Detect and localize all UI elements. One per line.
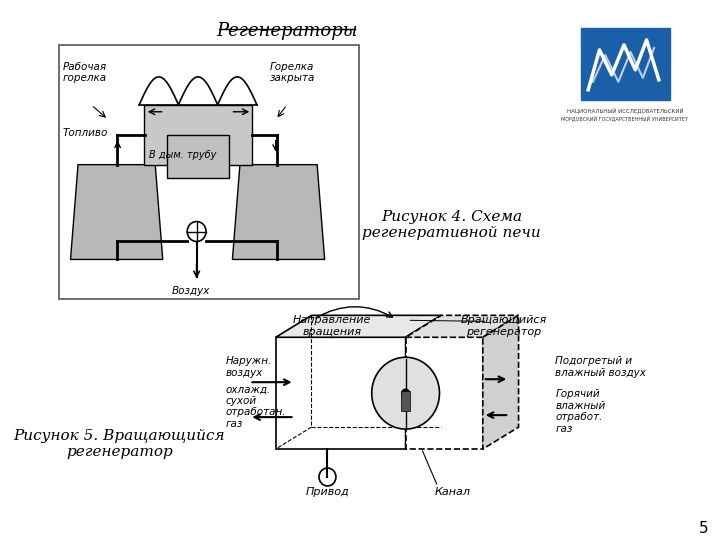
Text: Канал: Канал bbox=[435, 487, 471, 497]
Circle shape bbox=[319, 468, 336, 486]
Polygon shape bbox=[276, 338, 405, 449]
Text: НАЦИОНАЛЬНЫЙ ИССЛЕДОВАТЕЛЬСКИЙ: НАЦИОНАЛЬНЫЙ ИССЛЕДОВАТЕЛЬСКИЙ bbox=[567, 108, 683, 113]
Text: Наружн.
воздух: Наружн. воздух bbox=[226, 356, 272, 378]
Polygon shape bbox=[483, 315, 518, 449]
Bar bbox=[401, 391, 410, 411]
Text: Горелка
закрыта: Горелка закрыта bbox=[270, 62, 315, 84]
Polygon shape bbox=[372, 357, 439, 429]
Polygon shape bbox=[71, 165, 163, 259]
Text: Топливо: Топливо bbox=[63, 128, 108, 138]
Text: В дым. трубу: В дым. трубу bbox=[148, 150, 216, 160]
Polygon shape bbox=[405, 315, 518, 338]
Text: Регенераторы: Регенераторы bbox=[216, 22, 358, 40]
Text: Рисунок 5. Вращающийся
регенератор: Рисунок 5. Вращающийся регенератор bbox=[14, 429, 225, 460]
Polygon shape bbox=[405, 338, 483, 449]
Text: охлажд.
сухой
отработан.
газ: охлажд. сухой отработан. газ bbox=[226, 384, 287, 429]
Circle shape bbox=[187, 221, 206, 241]
Text: Привод: Привод bbox=[305, 487, 349, 497]
Text: Подогретый и
влажный воздух: Подогретый и влажный воздух bbox=[555, 356, 646, 378]
Bar bbox=[168, 134, 229, 178]
Text: Вращающийся
регенератор: Вращающийся регенератор bbox=[460, 315, 546, 337]
Text: Рабочая
горелка: Рабочая горелка bbox=[63, 62, 107, 84]
Circle shape bbox=[402, 389, 410, 397]
Bar bbox=[581, 28, 670, 100]
Text: Горячий
влажный
отработ.
газ: Горячий влажный отработ. газ bbox=[555, 389, 606, 434]
Polygon shape bbox=[276, 315, 441, 338]
Bar bbox=[144, 105, 252, 165]
Polygon shape bbox=[405, 315, 441, 449]
Text: Воздух: Воздух bbox=[172, 286, 210, 296]
Text: Направление
вращения: Направление вращения bbox=[293, 315, 372, 337]
Polygon shape bbox=[233, 165, 325, 259]
Text: 5: 5 bbox=[699, 521, 708, 536]
Text: МОРДОВСКИЙ ГОСУДАРСТВЕННЫЙ УНИВЕРСИТЕТ: МОРДОВСКИЙ ГОСУДАРСТВЕННЫЙ УНИВЕРСИТЕТ bbox=[562, 116, 688, 122]
Bar bbox=[59, 45, 359, 299]
Text: Рисунок 4. Схема
регенеративной печи: Рисунок 4. Схема регенеративной печи bbox=[362, 210, 541, 240]
